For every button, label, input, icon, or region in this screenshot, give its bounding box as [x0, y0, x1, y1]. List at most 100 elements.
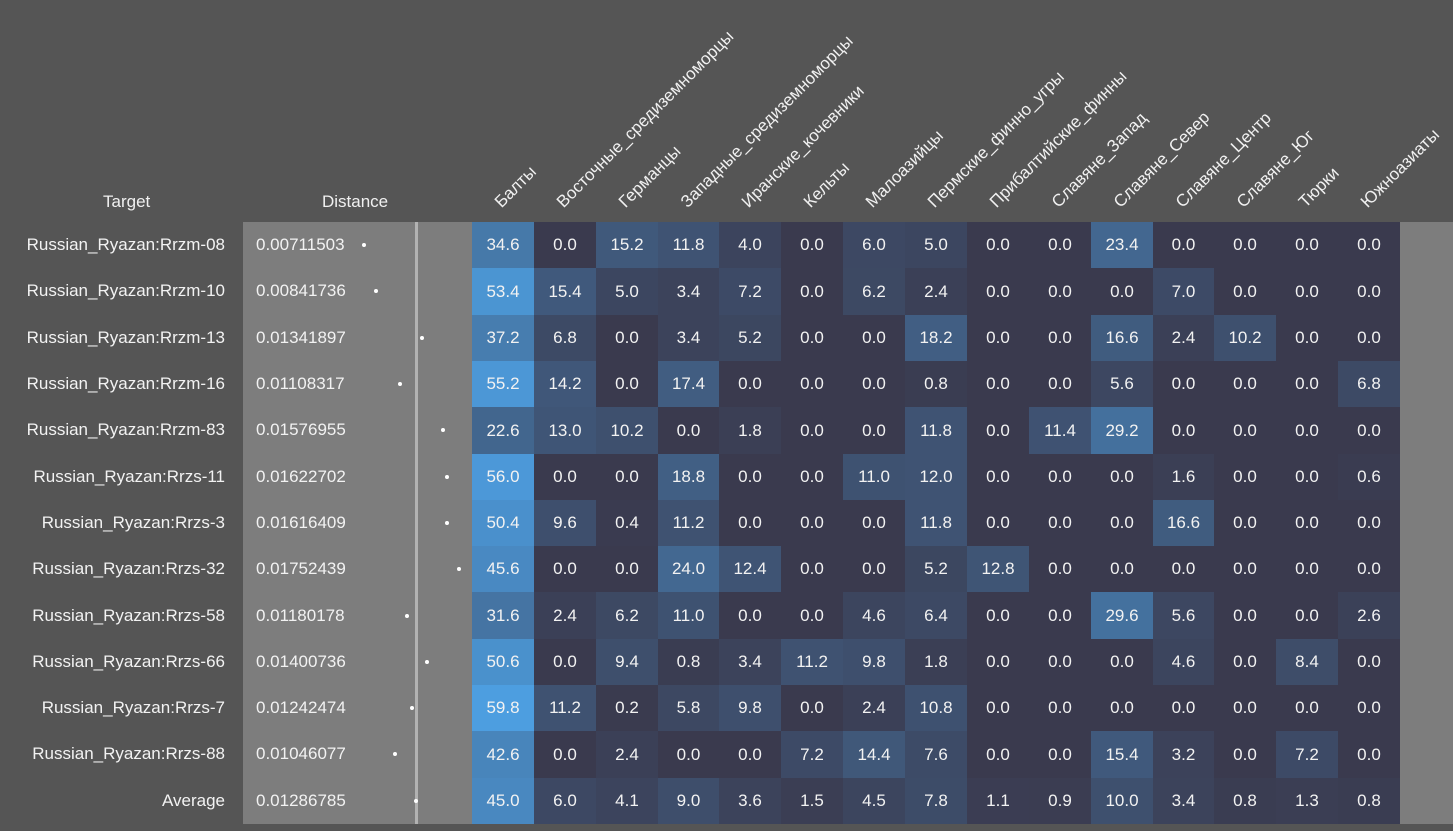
heatmap-cell: 0.0	[781, 685, 843, 731]
heatmap-cell: 0.0	[1338, 685, 1400, 731]
heatmap-cell: 0.0	[1091, 500, 1153, 546]
heatmap-cell: 3.4	[658, 268, 719, 315]
heatmap-cell: 0.0	[1214, 454, 1276, 500]
heatmap-cell: 7.0	[1153, 268, 1214, 315]
heatmap-cell: 11.8	[658, 222, 719, 268]
heatmap-cell: 0.0	[1276, 315, 1338, 361]
heatmap-cell: 0.0	[1276, 546, 1338, 592]
heatmap-cell: 0.0	[1153, 546, 1214, 592]
distance-dot	[424, 659, 429, 664]
heatmap-cell: 11.2	[781, 639, 843, 685]
heatmap-cell: 0.0	[1214, 546, 1276, 592]
heatmap-cell: 0.0	[1276, 454, 1338, 500]
heatmap-cell: 0.0	[781, 454, 843, 500]
column-label: Южноазиаты	[1357, 125, 1444, 212]
row-target-label: Russian_Ryazan:Rrzs-66	[32, 651, 225, 671]
row-target-label: Russian_Ryazan:Rrzm-16	[26, 374, 225, 394]
distance-header: Distance	[322, 192, 389, 211]
heatmap-cell: 4.1	[596, 778, 658, 824]
heatmap-cell: 24.0	[658, 546, 719, 592]
heatmap-cell: 14.4	[843, 731, 905, 778]
heatmap-cell: 0.0	[1153, 361, 1214, 407]
distance-panel	[243, 222, 472, 824]
row-target-label: Average	[161, 790, 225, 810]
heatmap-cell: 5.2	[719, 315, 781, 361]
row-distance-value: 0.01286785	[256, 790, 346, 810]
heatmap-cell: 0.0	[1276, 407, 1338, 454]
heatmap-cell: 0.0	[1338, 546, 1400, 592]
heatmap-cell: 15.2	[596, 222, 658, 268]
distance-axis-line	[415, 222, 418, 824]
heatmap-cell: 11.4	[1029, 407, 1091, 454]
heatmap-cell: 0.0	[719, 454, 781, 500]
row-target-label: Russian_Ryazan:Rrzm-10	[26, 281, 225, 301]
heatmap-cell: 10.2	[1214, 315, 1276, 361]
heatmap-cell: 0.0	[1276, 361, 1338, 407]
heatmap-cell: 1.8	[905, 639, 967, 685]
distance-dot	[414, 798, 419, 803]
heatmap-cell: 56.0	[472, 454, 534, 500]
heatmap-cell: 22.6	[472, 407, 534, 454]
heatmap-cell: 2.4	[596, 731, 658, 778]
heatmap-cell: 0.0	[1029, 500, 1091, 546]
heatmap-cell: 9.8	[719, 685, 781, 731]
heatmap-cell: 0.0	[1029, 731, 1091, 778]
heatmap-cell: 0.0	[596, 546, 658, 592]
heatmap-cell: 0.0	[1029, 592, 1091, 639]
heatmap-cell: 0.0	[1029, 361, 1091, 407]
heatmap-cell: 0.0	[719, 592, 781, 639]
heatmap-cell: 0.8	[1214, 778, 1276, 824]
heatmap-cell: 6.8	[534, 315, 596, 361]
heatmap-cell: 0.0	[781, 592, 843, 639]
heatmap-cell: 4.6	[843, 592, 905, 639]
heatmap-cell: 12.0	[905, 454, 967, 500]
row-target-label: Russian_Ryazan:Rrzm-13	[26, 327, 225, 347]
row-distance-value: 0.01576955	[256, 420, 346, 440]
heatmap-cell: 0.0	[967, 268, 1029, 315]
row-distance-value: 0.00711503	[256, 235, 345, 255]
heatmap-cell: 29.6	[1091, 592, 1153, 639]
heatmap-cell: 0.0	[1091, 639, 1153, 685]
heatmap-cell: 50.4	[472, 500, 534, 546]
heatmap-cell: 11.8	[905, 500, 967, 546]
heatmap-cell: 0.0	[1029, 222, 1091, 268]
heatmap-cell: 18.8	[658, 454, 719, 500]
heatmap-cell: 0.9	[1029, 778, 1091, 824]
heatmap-cell: 6.2	[596, 592, 658, 639]
heatmap-cell: 0.0	[967, 500, 1029, 546]
heatmap-cell: 0.0	[1029, 315, 1091, 361]
heatmap-cell: 0.0	[967, 361, 1029, 407]
column-label: Кельты	[800, 158, 854, 212]
heatmap-cell: 0.0	[967, 731, 1029, 778]
heatmap-cell: 0.0	[781, 222, 843, 268]
heatmap-cell: 59.8	[472, 685, 534, 731]
heatmap-cell: 0.0	[781, 268, 843, 315]
heatmap-cell: 3.4	[719, 639, 781, 685]
heatmap-cell: 42.6	[472, 731, 534, 778]
heatmap-cell: 0.0	[1029, 639, 1091, 685]
heatmap-cell: 1.3	[1276, 778, 1338, 824]
heatmap-cell: 4.6	[1153, 639, 1214, 685]
heatmap-cell: 0.0	[534, 222, 596, 268]
heatmap-cell: 31.6	[472, 592, 534, 639]
heatmap-cell: 17.4	[658, 361, 719, 407]
distance-dot	[361, 243, 366, 248]
distance-dot	[456, 567, 461, 572]
heatmap-cell: 9.0	[658, 778, 719, 824]
heatmap-cell: 3.4	[1153, 778, 1214, 824]
heatmap-cell: 11.8	[905, 407, 967, 454]
heatmap-cell: 0.0	[1029, 685, 1091, 731]
heatmap-cell: 0.0	[534, 546, 596, 592]
row-target-label: Russian_Ryazan:Rrzs-3	[41, 512, 225, 532]
heatmap-cell: 7.2	[781, 731, 843, 778]
heatmap-cell: 2.4	[1153, 315, 1214, 361]
heatmap-cell: 0.0	[1214, 500, 1276, 546]
heatmap-cell: 0.0	[534, 454, 596, 500]
heatmap-cell: 0.0	[1214, 731, 1276, 778]
heatmap-cell: 16.6	[1091, 315, 1153, 361]
heatmap-cell: 5.8	[658, 685, 719, 731]
row-distance-value: 0.01616409	[256, 512, 346, 532]
heatmap-cell: 9.6	[534, 500, 596, 546]
heatmap-cell: 4.0	[719, 222, 781, 268]
heatmap-cell: 0.0	[534, 639, 596, 685]
